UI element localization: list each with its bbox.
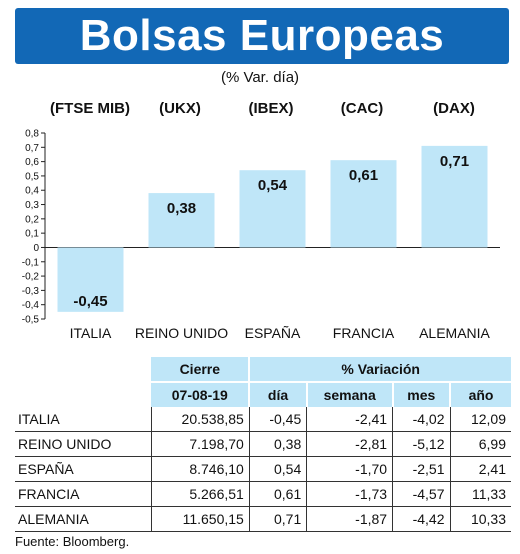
cell-anio: 11,33 [449, 481, 511, 507]
cell-dia: 0,61 [248, 481, 307, 507]
bar-chart: 0,8 0,7 0,6 0,5 0,4 0,3 0,2 0,1 0 -0,1 -0,2 -0,3 -0,… [22, 129, 500, 341]
cell-pais: ESPAÑA [15, 456, 152, 482]
cell-anio: 12,09 [449, 407, 511, 432]
y-tick-label: -0,3 [22, 286, 40, 297]
bar [57, 247, 124, 312]
index-label-cac: (CAC) [340, 100, 384, 117]
cell-pais: FRANCIA [15, 481, 152, 507]
table-row: ALEMANIA 11.650,15 0,71 -1,87 -4,42 10,3… [15, 506, 511, 532]
y-tick-label: -0,2 [22, 272, 40, 283]
cell-anio: 6,99 [449, 431, 511, 457]
cell-mes: -4,02 [392, 407, 451, 432]
table-header-row: Cierre % Variación [15, 357, 511, 383]
cell-anio: 2,41 [449, 456, 511, 482]
y-tick-label: 0 [33, 243, 39, 254]
data-label: -0,45 [73, 293, 107, 310]
table-row: ESPAÑA 8.746,10 0,54 -1,70 -2,51 2,41 [15, 456, 511, 482]
x-tick-label: FRANCIA [333, 325, 395, 341]
cell-dia: 0,54 [248, 456, 307, 482]
y-tick-label: 0,2 [25, 214, 39, 225]
cell-semana: -2,41 [306, 407, 393, 432]
y-tick-label: 0,7 [25, 143, 39, 154]
x-tick-label: REINO UNIDO [135, 325, 228, 341]
data-label: 0,38 [167, 200, 196, 217]
bar [421, 145, 488, 248]
cell-pais: REINO UNIDO [15, 431, 152, 457]
y-tick-label: 0,5 [25, 171, 39, 182]
x-tick-label: ALEMANIA [419, 325, 490, 341]
data-label: 0,54 [258, 177, 288, 194]
bar [330, 160, 397, 248]
bar [239, 170, 306, 248]
header-dia: día [248, 382, 307, 407]
header-anio: año [449, 382, 511, 407]
table-corner [15, 382, 152, 407]
table-corner [15, 357, 152, 383]
index-label-ibex: (IBEX) [248, 100, 294, 117]
chart-subtitle: (% Var. día) [220, 69, 300, 86]
cell-dia: -0,45 [248, 407, 307, 432]
cell-cierre: 5.266,51 [150, 481, 250, 507]
y-tick-label: 0,8 [25, 129, 39, 140]
cell-mes: -2,51 [392, 456, 451, 482]
header-date: 07-08-19 [151, 382, 250, 407]
cell-semana: -1,70 [306, 456, 393, 482]
index-label-ftse-mib: (FTSE MIB) [50, 100, 130, 117]
cell-mes: -4,42 [392, 506, 451, 532]
data-label: 0,61 [349, 167, 378, 184]
cell-mes: -4,57 [392, 481, 451, 507]
header-variacion: % Variación [248, 357, 511, 383]
header-cierre: Cierre [151, 357, 250, 383]
source-note: Fuente: Bloomberg. [15, 534, 130, 549]
y-tick-label: -0,1 [22, 257, 40, 268]
x-tick-label: ITALIA [70, 325, 112, 341]
cell-cierre: 8.746,10 [150, 456, 250, 482]
table-row: ITALIA 20.538,85 -0,45 -2,41 -4,02 12,09 [15, 407, 511, 432]
y-tick-label: 0,4 [25, 186, 39, 197]
data-table: Cierre % Variación 07-08-19 día semana m… [15, 357, 511, 532]
cell-cierre: 11.650,15 [150, 506, 250, 532]
index-label-ukx: (UKX) [159, 100, 201, 117]
cell-semana: -2,81 [306, 431, 393, 457]
table-row: FRANCIA 5.266,51 0,61 -1,73 -4,57 11,33 [15, 481, 511, 507]
bar [148, 193, 215, 248]
y-tick-label: 0,6 [25, 157, 39, 168]
y-tick-label: -0,5 [22, 315, 40, 326]
y-tick-label: -0,4 [22, 300, 40, 311]
cell-pais: ITALIA [15, 407, 152, 432]
title-banner: Bolsas Europeas [15, 8, 509, 64]
cell-mes: -5,12 [392, 431, 451, 457]
cell-semana: -1,73 [306, 481, 393, 507]
y-tick-label: 0,1 [25, 229, 39, 240]
x-tick-label: ESPAÑA [245, 325, 301, 341]
table-row: REINO UNIDO 7.198,70 0,38 -2,81 -5,12 6,… [15, 431, 511, 457]
data-label: 0,71 [440, 153, 469, 170]
cell-semana: -1,87 [306, 506, 393, 532]
cell-pais: ALEMANIA [15, 506, 152, 532]
cell-dia: 0,38 [248, 431, 307, 457]
header-semana: semana [305, 382, 393, 407]
cell-anio: 10,33 [449, 506, 511, 532]
index-label-dax: (DAX) [433, 100, 475, 117]
y-tick-label: 0,3 [25, 200, 39, 211]
cell-cierre: 20.538,85 [150, 407, 250, 432]
cell-cierre: 7.198,70 [150, 431, 250, 457]
table-subheader-row: 07-08-19 día semana mes año [15, 382, 511, 407]
cell-dia: 0,71 [248, 506, 307, 532]
header-mes: mes [391, 382, 451, 407]
